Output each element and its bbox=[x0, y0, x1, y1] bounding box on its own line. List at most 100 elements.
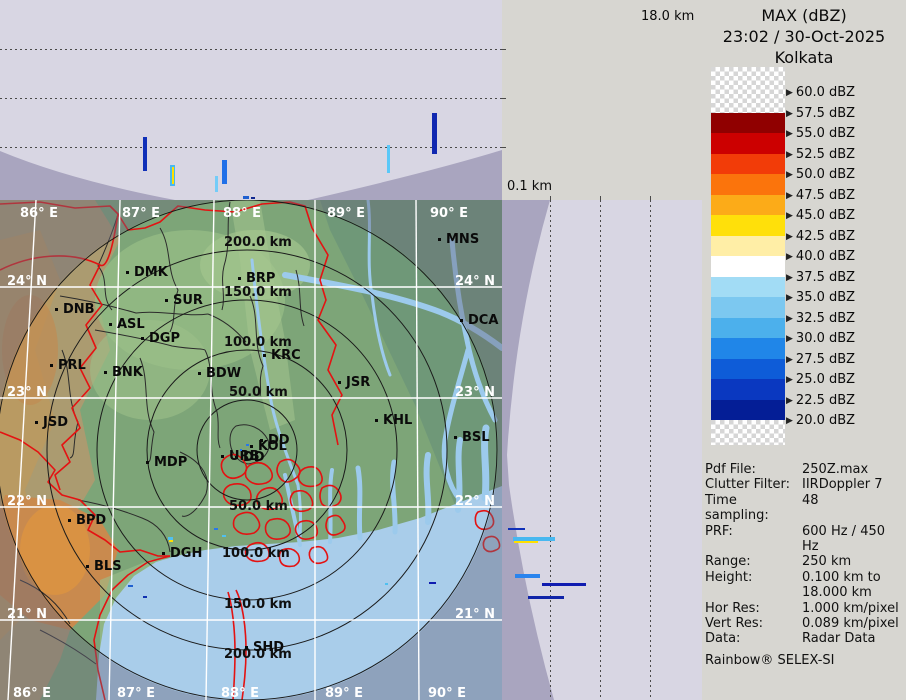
echo-mark bbox=[128, 585, 133, 587]
station-label: MNS bbox=[446, 232, 479, 247]
scale-label: ▶52.5 dBZ bbox=[786, 147, 855, 162]
scale-tick-arrow: ▶ bbox=[786, 375, 793, 385]
height-axis-min-label: 0.1 km bbox=[507, 179, 552, 194]
echo-bar bbox=[542, 583, 586, 586]
echo-bar bbox=[528, 596, 564, 599]
scale-tick-arrow: ▶ bbox=[786, 170, 793, 180]
station-label: BDW bbox=[206, 366, 241, 381]
echo-mark bbox=[246, 444, 249, 446]
echo-mark bbox=[214, 528, 218, 530]
station-dot bbox=[165, 299, 168, 302]
ring-label: 200.0 km bbox=[224, 235, 292, 250]
ring-label: 150.0 km bbox=[224, 285, 292, 300]
station-dot bbox=[375, 419, 378, 422]
station-dot bbox=[162, 552, 165, 555]
map-canvas[interactable]: 200.0 km150.0 km100.0 km50.0 km50.0 km10… bbox=[0, 200, 502, 700]
scale-label: ▶57.5 dBZ bbox=[786, 106, 855, 121]
station-label: PRL bbox=[58, 358, 86, 373]
metadata-value: 48 bbox=[802, 493, 819, 524]
station-dot bbox=[438, 238, 441, 241]
station-label: DMK bbox=[134, 265, 169, 280]
station-label: KHL bbox=[383, 413, 412, 428]
scale-label: ▶45.0 dBZ bbox=[786, 208, 855, 223]
station-dot bbox=[198, 372, 201, 375]
lat-label: 23° N bbox=[7, 385, 47, 400]
profile-gridline bbox=[600, 200, 601, 700]
lon-label: 87° E bbox=[117, 686, 155, 700]
lon-label: 90° E bbox=[430, 206, 468, 221]
legend-footer: Rainbow® SELEX-SI bbox=[705, 653, 905, 668]
scale-tick-arrow: ▶ bbox=[786, 314, 793, 324]
echo-bar bbox=[143, 137, 147, 171]
scale-label: ▶60.0 dBZ bbox=[786, 85, 855, 100]
lat-label: 22° N bbox=[455, 494, 495, 509]
station-label: BLS bbox=[94, 559, 122, 574]
scale-block bbox=[711, 400, 785, 421]
blind-cone-top bbox=[0, 0, 502, 200]
station-dot bbox=[68, 519, 71, 522]
metadata-label: Pdf File: bbox=[705, 462, 802, 477]
profile-gridline bbox=[0, 49, 502, 50]
station-label: BNK bbox=[112, 365, 144, 380]
scale-tick-arrow: ▶ bbox=[786, 355, 793, 365]
metadata-row: Height:0.100 km to 18.000 km bbox=[705, 570, 905, 601]
scale-label: ▶35.0 dBZ bbox=[786, 290, 855, 305]
scale-block bbox=[711, 338, 785, 359]
metadata-value: 1.000 km/pixel bbox=[802, 601, 899, 616]
lat-label: 24° N bbox=[455, 274, 495, 289]
station-dot bbox=[35, 421, 38, 424]
station-label: DGH bbox=[170, 546, 202, 561]
legend-station: Kolkata bbox=[702, 48, 906, 67]
right-height-profile-panel bbox=[502, 200, 702, 700]
echo-mark bbox=[429, 582, 436, 584]
station-dot bbox=[126, 271, 129, 274]
station-dot bbox=[55, 308, 58, 311]
station-dot bbox=[238, 277, 241, 280]
scale-label: ▶42.5 dBZ bbox=[786, 229, 855, 244]
echo-mark bbox=[222, 535, 226, 537]
legend-title: MAX (dBZ) bbox=[702, 6, 906, 25]
metadata-value: 600 Hz / 450 Hz bbox=[802, 524, 905, 555]
station-label: DGP bbox=[149, 331, 180, 346]
profile-gridline bbox=[650, 200, 651, 700]
height-axis-tick bbox=[502, 147, 506, 148]
lat-label: 22° N bbox=[7, 494, 47, 509]
metadata-label: Range: bbox=[705, 554, 802, 569]
ring-label: 100.0 km bbox=[222, 546, 290, 561]
top-height-profile-panel bbox=[0, 0, 502, 200]
metadata-label: Data: bbox=[705, 631, 802, 646]
metadata-label: Hor Res: bbox=[705, 601, 802, 616]
scale-label: ▶47.5 dBZ bbox=[786, 188, 855, 203]
scale-block bbox=[711, 277, 785, 298]
station-dot bbox=[50, 364, 53, 367]
metadata-value: 250Z.max bbox=[802, 462, 868, 477]
metadata-label: Time sampling: bbox=[705, 493, 802, 524]
station-dot bbox=[263, 354, 266, 357]
metadata-label: PRF: bbox=[705, 524, 802, 555]
metadata-value: 0.100 km to 18.000 km bbox=[802, 570, 881, 601]
scale-block bbox=[711, 297, 785, 318]
scale-block bbox=[711, 154, 785, 175]
station-dot bbox=[338, 381, 341, 384]
station-dot bbox=[454, 436, 457, 439]
scale-tick-arrow: ▶ bbox=[786, 88, 793, 98]
station-label: KRC bbox=[271, 348, 301, 363]
metadata-row: Vert Res:0.089 km/pixel bbox=[705, 616, 905, 631]
metadata-label: Vert Res: bbox=[705, 616, 802, 631]
station-label: ASL bbox=[117, 317, 145, 332]
radar-display-window: 18.0 km 0.1 km bbox=[0, 0, 906, 700]
station-dot bbox=[104, 371, 107, 374]
scale-tick-arrow: ▶ bbox=[786, 191, 793, 201]
metadata-value: 0.089 km/pixel bbox=[802, 616, 899, 631]
metadata-row: Clutter Filter:IIRDoppler 7 bbox=[705, 477, 905, 492]
lon-label: 86° E bbox=[20, 206, 58, 221]
echo-bar bbox=[387, 145, 390, 173]
station-label: SUR bbox=[173, 293, 203, 308]
scale-tick-arrow: ▶ bbox=[786, 273, 793, 283]
metadata-value: Radar Data bbox=[802, 631, 875, 646]
station-dot bbox=[235, 456, 238, 459]
height-axis-tick bbox=[600, 196, 601, 200]
echo-bar bbox=[215, 176, 218, 192]
scale-block bbox=[711, 379, 785, 400]
metadata-row: Range:250 km bbox=[705, 554, 905, 569]
